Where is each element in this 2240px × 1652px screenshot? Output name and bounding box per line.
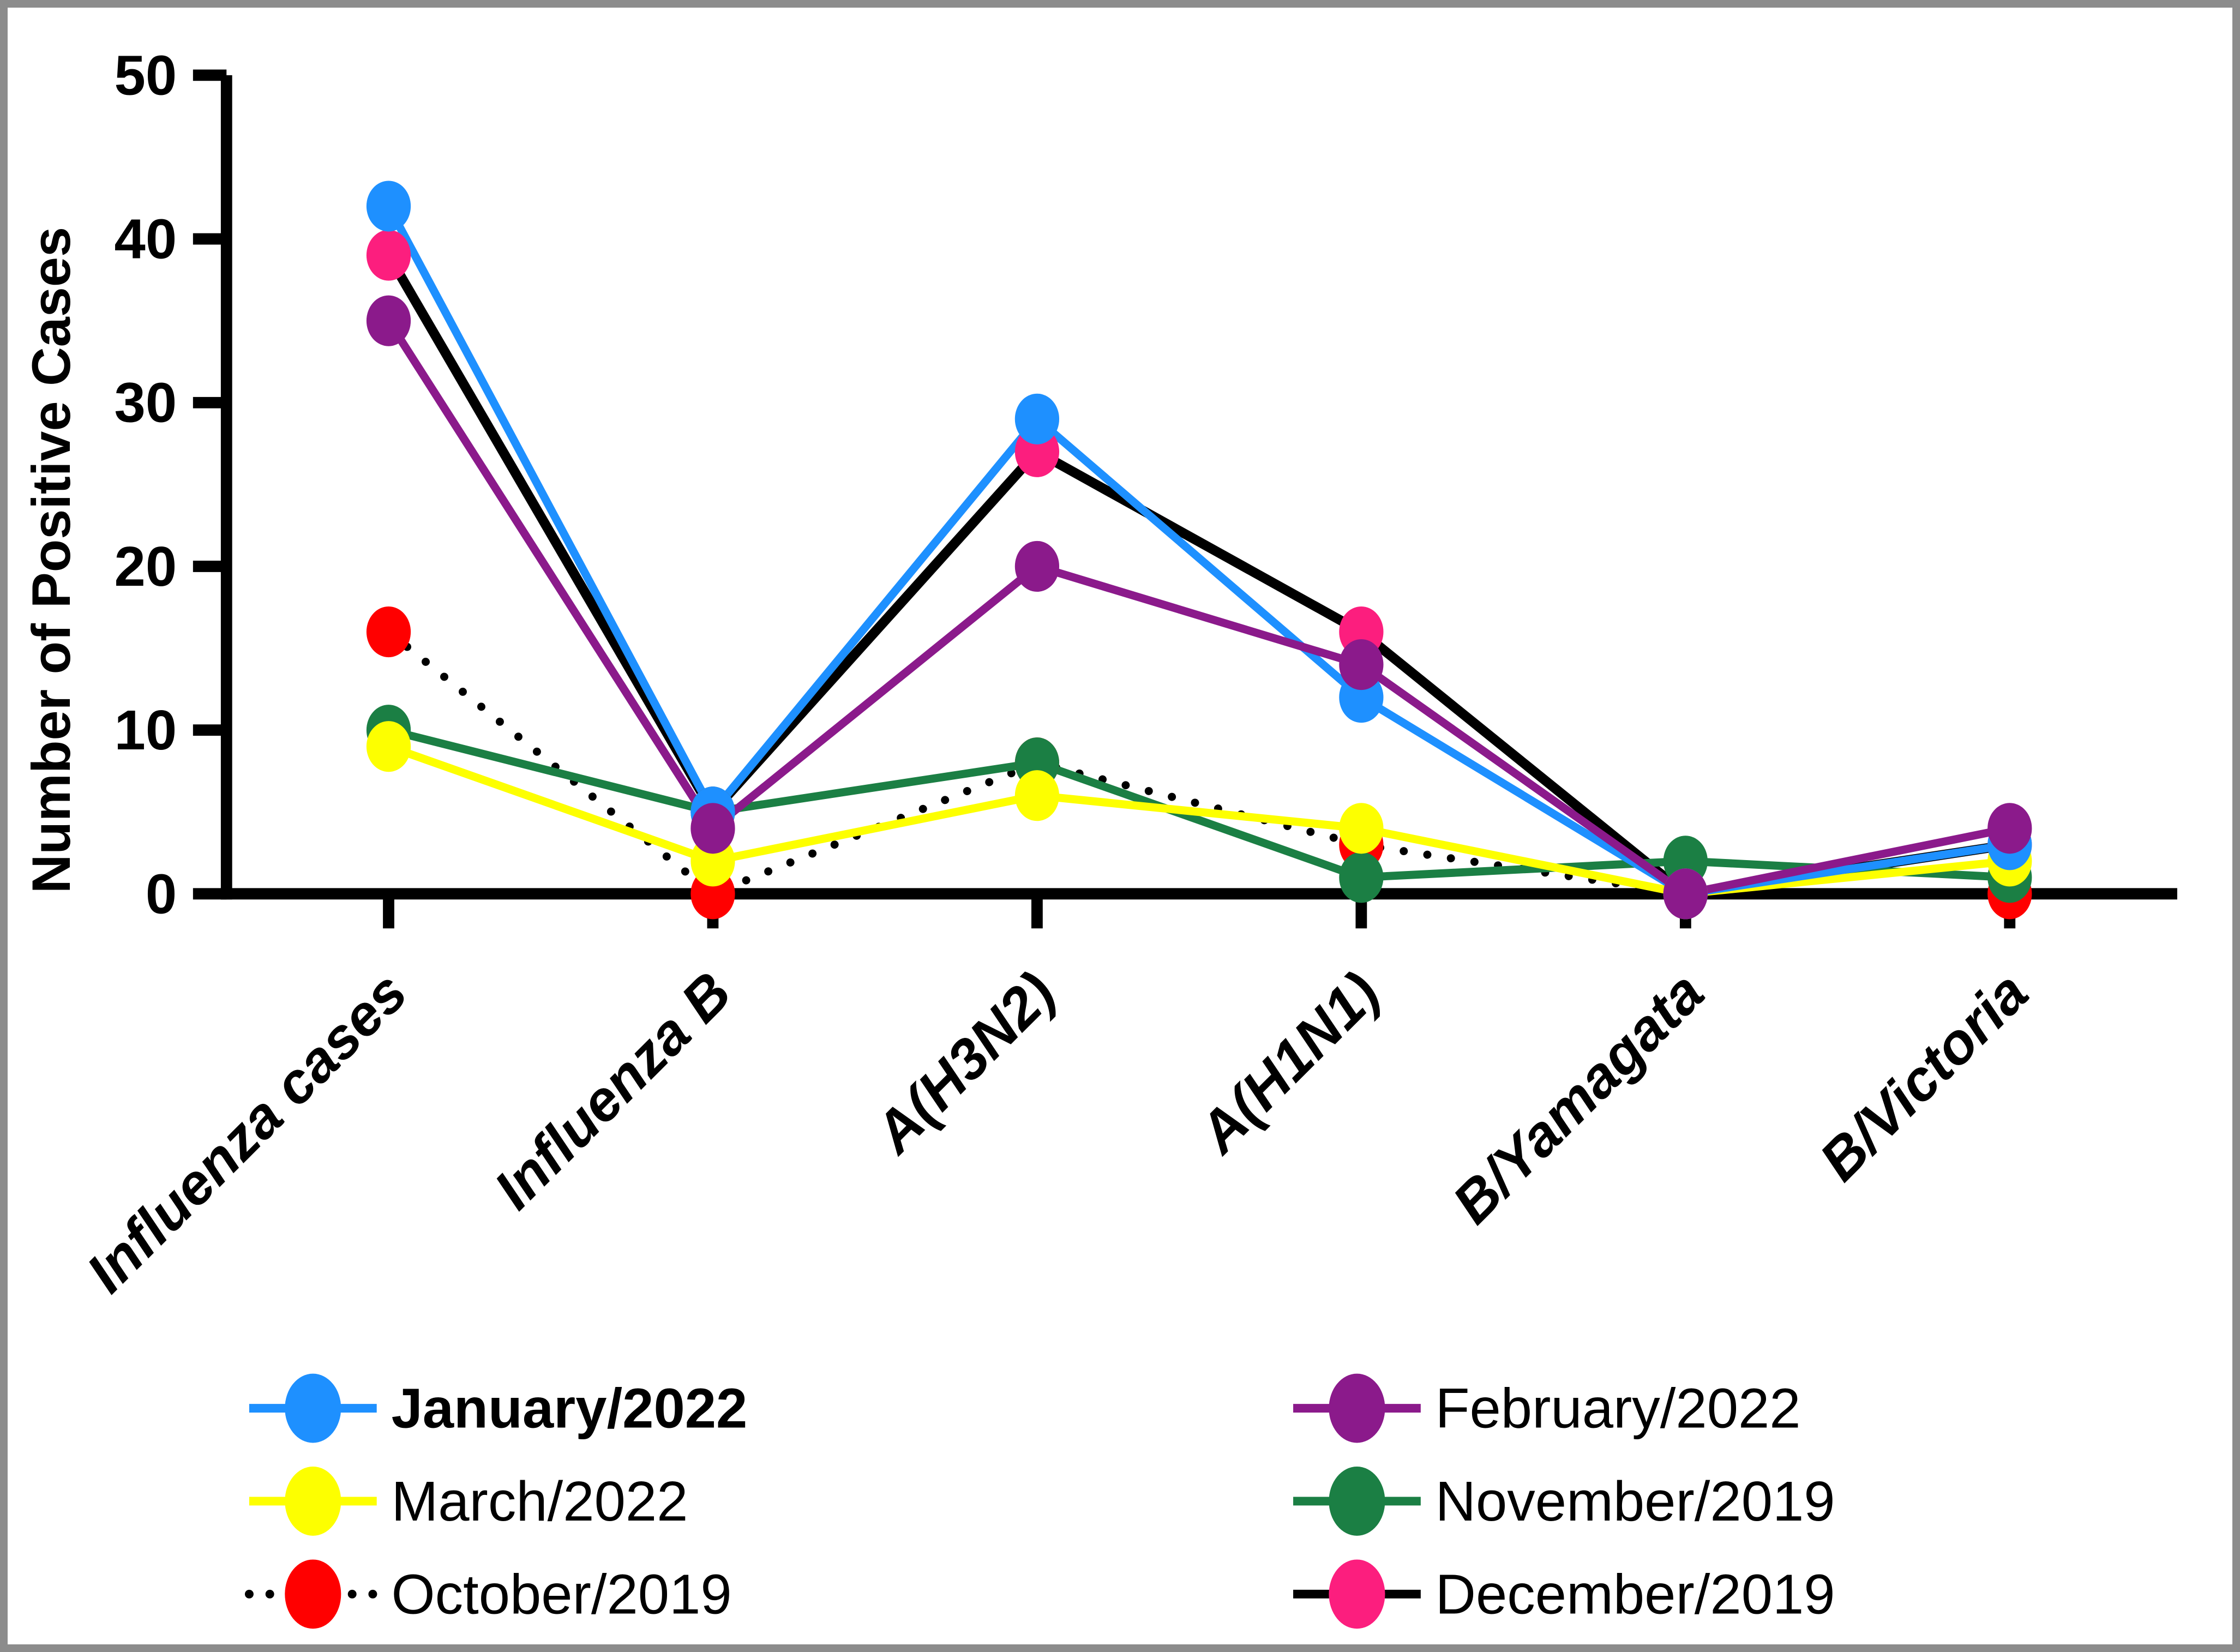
series-line-february-2022 <box>385 319 2011 898</box>
x-category-label-influenza-b: Influenza B <box>482 960 743 1222</box>
legend-swatch-february-2022 <box>1329 1373 1385 1443</box>
data-point-february-2022-b-victoria <box>1987 803 2032 854</box>
legend-swatch-march-2022 <box>285 1467 341 1536</box>
legend-label-december-2019: December/2019 <box>1436 1563 1835 1625</box>
data-point-february-2022-b-yamagata <box>1663 868 1708 920</box>
legend-label-january-2022: January/2022 <box>391 1377 747 1440</box>
legend-item-february-2022: February/2022 <box>1293 1373 1801 1443</box>
data-point-march-2022-a-h3n2 <box>1014 770 1060 821</box>
legend-item-october-2019: October/2019 <box>244 1559 732 1629</box>
y-axis-title: Number of Positive Cases <box>21 227 81 893</box>
series-line-november-2019 <box>387 726 2010 882</box>
legend-swatch-november-2019 <box>1329 1467 1385 1536</box>
data-point-march-2022-a-h1n1 <box>1339 803 1384 854</box>
data-point-december-2019-influenza-cases <box>366 230 411 281</box>
data-point-february-2022-a-h3n2 <box>1014 540 1060 592</box>
legend-swatch-january-2022 <box>285 1373 341 1443</box>
x-category-label-a-h1n1: A(H1N1) <box>1186 960 1392 1167</box>
legend-label-march-2022: March/2022 <box>391 1470 688 1533</box>
legend-label-february-2022: February/2022 <box>1436 1377 1801 1440</box>
data-point-november-2019-a-h1n1 <box>1339 852 1384 903</box>
data-point-october-2019-influenza-cases <box>366 606 411 658</box>
legend-item-december-2019: December/2019 <box>1293 1559 1835 1629</box>
y-tick-label: 40 <box>115 208 177 271</box>
legend-label-october-2019: October/2019 <box>391 1563 731 1625</box>
y-tick-label: 0 <box>146 862 177 925</box>
data-point-march-2022-influenza-cases <box>366 721 411 772</box>
series-line-december-2019 <box>384 253 2011 899</box>
y-tick-label: 50 <box>115 44 177 106</box>
x-category-label-influenza-cases: Influenza cases <box>75 960 419 1305</box>
data-point-february-2022-influenza-cases <box>366 295 411 346</box>
data-point-february-2022-a-h1n1 <box>1339 639 1384 690</box>
data-point-january-2022-a-h3n2 <box>1014 393 1060 444</box>
legend-swatch-october-2019 <box>285 1559 341 1629</box>
legend-item-november-2019: November/2019 <box>1293 1467 1835 1536</box>
data-point-february-2022-influenza-b <box>690 803 735 854</box>
legend-item-january-2022: January/2022 <box>249 1373 747 1443</box>
y-tick-label: 10 <box>115 699 177 761</box>
legend-swatch-december-2019 <box>1329 1559 1385 1629</box>
influenza-line-chart: 0 10 20 30 40 50 Number of Positive Cases Influ… <box>21 44 2177 1629</box>
x-category-label-b-yamagata: B/Yamagata <box>1440 960 1716 1236</box>
x-category-label-a-h3n2: A(H3N2) <box>862 960 1068 1167</box>
y-tick-label: 20 <box>115 535 177 598</box>
y-tick-label: 30 <box>115 371 177 434</box>
legend-label-november-2019: November/2019 <box>1436 1470 1835 1533</box>
x-category-label-b-victoria: B/Victoria <box>1807 960 2040 1193</box>
data-point-january-2022-influenza-cases <box>366 181 411 232</box>
legend-item-march-2022: March/2022 <box>249 1467 688 1536</box>
